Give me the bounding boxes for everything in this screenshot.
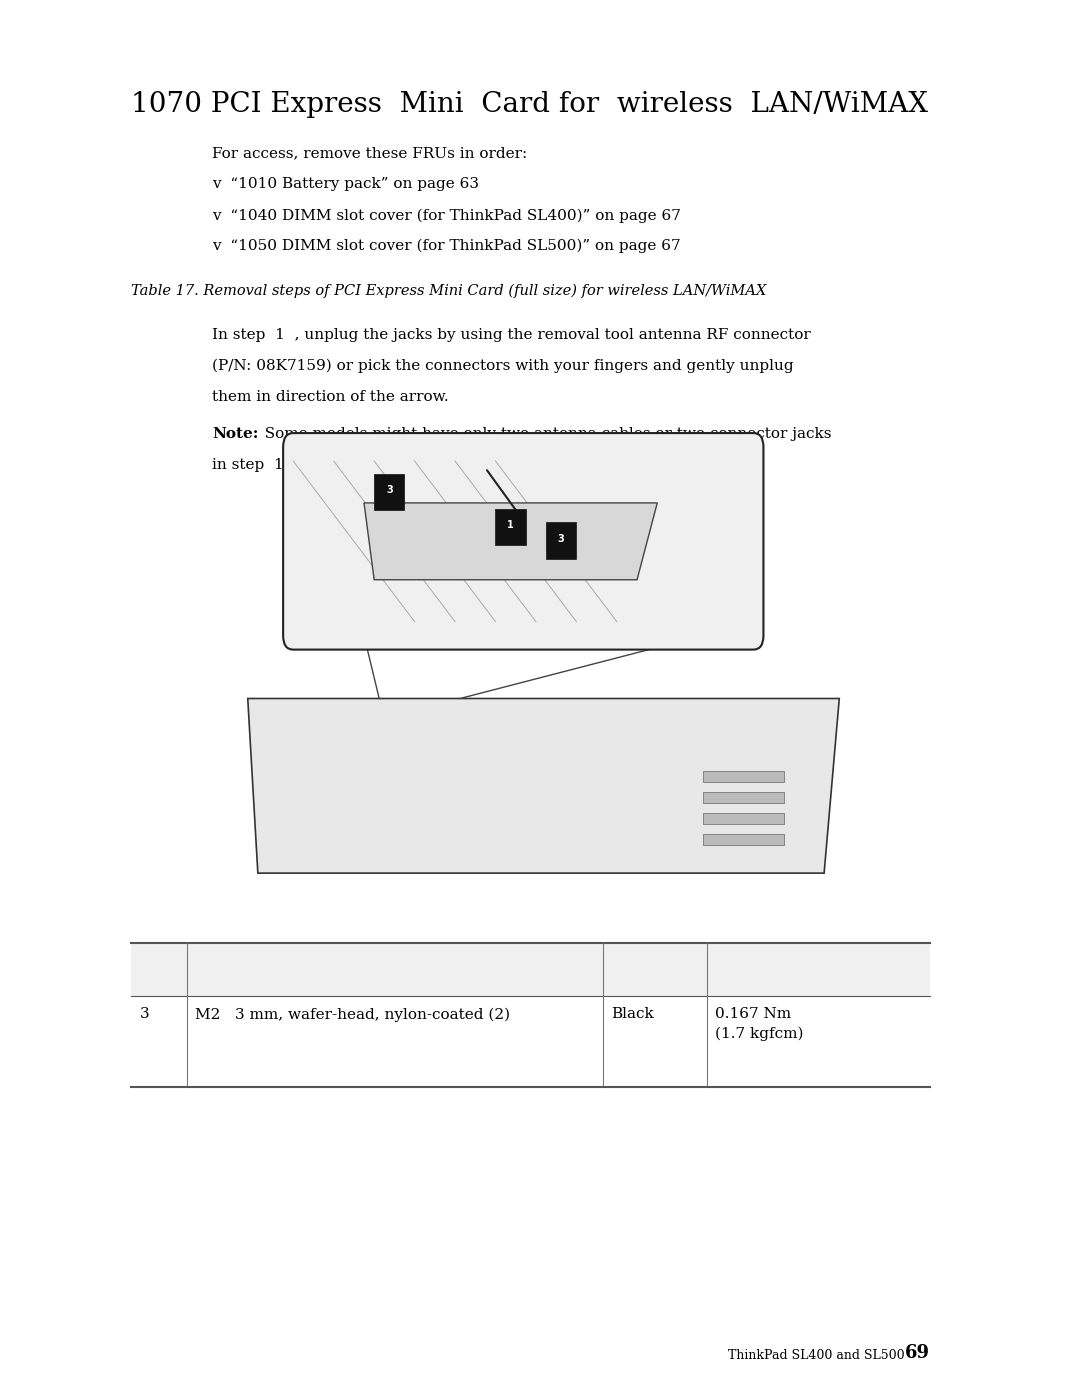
Bar (703, 813, 784, 824)
FancyBboxPatch shape (283, 433, 764, 650)
Text: M2   3 mm, wafer-head, nylon-coated (2): M2 3 mm, wafer-head, nylon-coated (2) (195, 1007, 511, 1021)
Text: 3: 3 (386, 485, 393, 496)
Text: 1: 1 (508, 520, 514, 531)
Text: v  “1040 DIMM slot cover (for ThinkPad SL400)” on page 67: v “1040 DIMM slot cover (for ThinkPad SL… (213, 208, 681, 222)
Bar (132, 943, 930, 996)
FancyBboxPatch shape (546, 522, 577, 559)
Text: v  “1050 DIMM slot cover (for ThinkPad SL500)” on page 67: v “1050 DIMM slot cover (for ThinkPad SL… (213, 239, 681, 253)
FancyBboxPatch shape (374, 474, 405, 510)
Text: 1070 PCI Express  Mini  Card for  wireless  LAN/WiMAX: 1070 PCI Express Mini Card for wireless … (132, 91, 929, 117)
Bar (703, 834, 784, 845)
Text: Note:: Note: (213, 427, 259, 441)
Bar (703, 792, 784, 803)
Text: For access, remove these FRUs in order:: For access, remove these FRUs in order: (213, 147, 528, 161)
Polygon shape (247, 698, 839, 873)
Text: in step  1  .: in step 1 . (213, 458, 298, 472)
Text: Black: Black (611, 1007, 653, 1021)
Text: v  “1010 Battery pack” on page 63: v “1010 Battery pack” on page 63 (213, 177, 480, 191)
Text: 0.167 Nm
(1.7 kgfcm): 0.167 Nm (1.7 kgfcm) (715, 1007, 804, 1041)
Text: ThinkPad SL400 and SL500: ThinkPad SL400 and SL500 (728, 1350, 905, 1362)
Text: them in direction of the arrow.: them in direction of the arrow. (213, 390, 449, 404)
Text: (P/N: 08K7159) or pick the connectors with your fingers and gently unplug: (P/N: 08K7159) or pick the connectors wi… (213, 359, 794, 373)
Bar (703, 771, 784, 782)
Text: Step: Step (139, 953, 178, 967)
Polygon shape (364, 503, 658, 580)
FancyBboxPatch shape (496, 509, 526, 545)
Text: Screw (quantity): Screw (quantity) (195, 953, 338, 967)
Text: Some models might have only two antenna cables or two connector jacks: Some models might have only two antenna … (255, 427, 832, 441)
Text: Table 17. Removal steps of PCI Express Mini Card (full size) for wireless LAN/Wi: Table 17. Removal steps of PCI Express M… (132, 284, 767, 298)
Text: Torque: Torque (715, 953, 774, 967)
Text: 69: 69 (905, 1344, 930, 1362)
Text: In step  1  , unplug the jacks by using the removal tool antenna RF connector: In step 1 , unplug the jacks by using th… (213, 328, 811, 342)
Text: 3: 3 (139, 1007, 149, 1021)
Text: 3: 3 (558, 534, 565, 545)
Text: Color: Color (611, 953, 657, 967)
